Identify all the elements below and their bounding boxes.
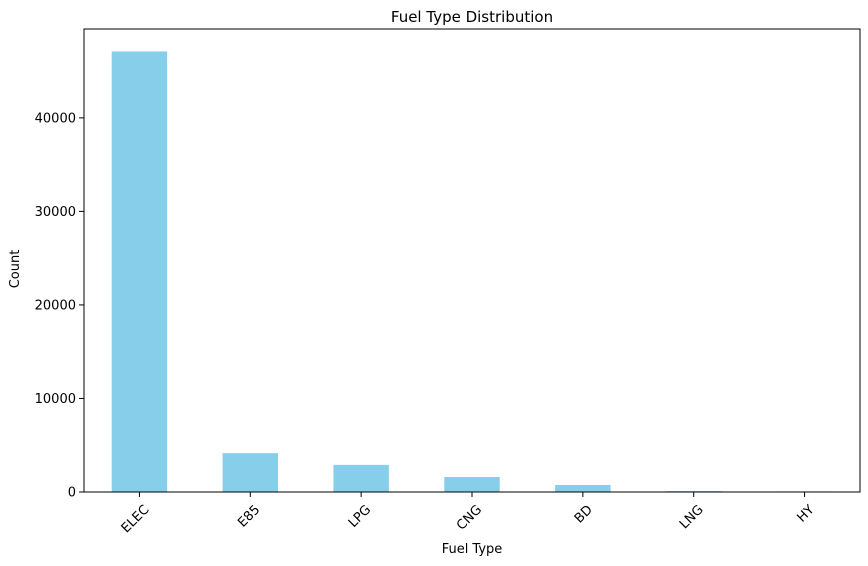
- x-tick-label-lng: LNG: [677, 502, 707, 532]
- y-tick-label: 20000: [35, 298, 76, 313]
- bar-e85: [222, 453, 278, 492]
- y-tick-label: 40000: [35, 111, 76, 126]
- x-tick-label-elec: ELEC: [119, 502, 153, 536]
- x-tick-label-cng: CNG: [454, 502, 485, 533]
- y-axis-label: Count: [8, 250, 23, 289]
- y-tick-label: 0: [68, 486, 76, 501]
- x-tick-label-bd: BD: [572, 502, 596, 526]
- x-tick-label-lpg: LPG: [346, 502, 374, 530]
- axes-layer: [83, 28, 861, 493]
- bar-lpg: [333, 464, 389, 492]
- chart-title: Fuel Type Distribution: [391, 8, 553, 26]
- bar-bd: [555, 484, 611, 492]
- axes-frame: [83, 28, 861, 493]
- x-ticks: ELEC E85 LPG CNG BD LNG HY: [119, 492, 818, 536]
- y-tick-label: 10000: [35, 392, 76, 407]
- x-tick-label-e85: E85: [235, 502, 263, 530]
- bar-cng: [444, 477, 500, 492]
- bars-layer: [111, 51, 833, 492]
- x-tick-label-hy: HY: [794, 502, 817, 525]
- y-ticks: 0 10000 20000 30000 40000: [35, 111, 84, 501]
- bar-elec: [111, 51, 168, 492]
- y-tick-label: 30000: [35, 205, 76, 220]
- x-axis-label: Fuel Type: [442, 542, 503, 557]
